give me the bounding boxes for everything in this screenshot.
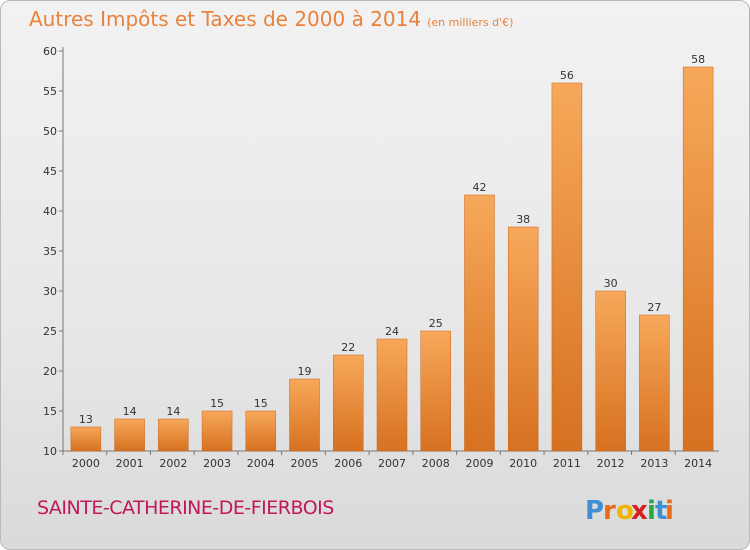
data-label-2014: 58 (691, 53, 705, 66)
data-label-2003: 15 (210, 397, 224, 410)
y-tick-label: 20 (43, 365, 57, 378)
data-label-2006: 22 (341, 341, 355, 354)
bar-2011 (551, 82, 583, 452)
logo-letter: P (585, 496, 604, 526)
y-tick-label: 45 (43, 165, 57, 178)
data-label-2012: 30 (604, 277, 618, 290)
logo-letter: t (655, 496, 667, 526)
bar-2013 (639, 314, 670, 452)
y-tick-label: 30 (43, 285, 57, 298)
y-tick-label: 40 (43, 205, 57, 218)
proxiti-logo: Pr ox i ti (585, 496, 674, 526)
y-tick-label: 25 (43, 325, 57, 338)
bar-2001 (114, 418, 145, 452)
x-tick-label-2000: 2000 (72, 457, 100, 470)
bar-2006 (333, 354, 364, 452)
bar-2003 (201, 410, 233, 452)
x-tick-label-2003: 2003 (203, 457, 231, 470)
x-tick-label-2008: 2008 (422, 457, 450, 470)
bar-2009 (464, 194, 495, 452)
x-tick-label-2004: 2004 (247, 457, 275, 470)
x-tick-label-2001: 2001 (116, 457, 144, 470)
y-tick-label: 60 (43, 45, 57, 58)
logo-letter: o (616, 496, 634, 526)
x-tick-label-2002: 2002 (159, 457, 187, 470)
x-tick-labels: 2000 2001 2002 2003 2004 2005 2006 2007 2008 2009… (72, 457, 712, 470)
data-label-2005: 19 (298, 365, 312, 378)
x-tick-label-2007: 2007 (378, 457, 406, 470)
bar-2014 (682, 66, 714, 452)
y-tick-label: 35 (43, 245, 57, 258)
x-tick-label-2011: 2011 (553, 457, 581, 470)
logo-letter: i (647, 496, 656, 526)
x-tick-label-2014: 2014 (684, 457, 712, 470)
data-labels: 13 14 14 15 15 19 22 24 25 42 38 56 30 27 58 (79, 53, 705, 426)
bar-2010 (507, 226, 539, 452)
bar-2002 (158, 418, 189, 452)
data-label-2010: 38 (516, 213, 530, 226)
y-tick-label: 15 (43, 405, 57, 418)
x-tick-label-2012: 2012 (597, 457, 625, 470)
x-tick-label-2010: 2010 (509, 457, 537, 470)
bar-2000 (70, 426, 102, 452)
x-tick-label-2013: 2013 (640, 457, 668, 470)
data-label-2013: 27 (647, 301, 661, 314)
logo-letter: i (665, 496, 674, 526)
logo-letter: r (603, 496, 616, 526)
chart-unit: (en milliers d'€) (427, 16, 514, 29)
y-tick-label: 10 (43, 445, 57, 458)
y-tick-label: 55 (43, 85, 57, 98)
bar-2012 (595, 290, 626, 452)
bar-2004 (245, 410, 277, 452)
data-label-2002: 14 (166, 405, 180, 418)
bar-2008 (420, 330, 451, 452)
y-tick-labels: 10 15 20 25 30 35 40 45 50 55 60 (43, 45, 57, 458)
bar-2007 (376, 338, 408, 452)
bars (70, 66, 714, 452)
data-label-2000: 13 (79, 413, 93, 426)
logo-letter: x (631, 496, 648, 526)
x-tick-label-2009: 2009 (465, 457, 493, 470)
x-tick-label-2005: 2005 (291, 457, 319, 470)
data-label-2009: 42 (472, 181, 486, 194)
y-tick-label: 50 (43, 125, 57, 138)
x-tick-label-2006: 2006 (334, 457, 362, 470)
chart-title-text: Autres Impôts et Taxes de 2000 à 2014 (29, 7, 422, 31)
chart-title: Autres Impôts et Taxes de 2000 à 2014 (en… (29, 7, 513, 31)
commune-name: SAINTE-CATHERINE-DE-FIERBOIS (37, 497, 334, 519)
data-label-2008: 25 (429, 317, 443, 330)
data-label-2001: 14 (123, 405, 137, 418)
bar-2005 (289, 378, 320, 452)
data-label-2007: 24 (385, 325, 399, 338)
data-label-2004: 15 (254, 397, 268, 410)
data-label-2011: 56 (560, 69, 574, 82)
